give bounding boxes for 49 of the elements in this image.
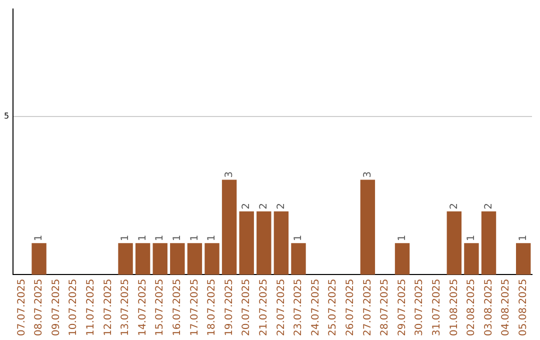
x-tick-label: 01.08.2025 [448,278,460,336]
data-label: 2 [241,203,252,210]
x-tick-label: 10.07.2025 [68,278,80,336]
x-tick-label: 22.07.2025 [276,278,287,336]
x-tick-label: 12.07.2025 [102,278,114,336]
x-tick-label: 17.07.2025 [189,278,200,336]
data-label: 1 [154,234,166,242]
x-tick-label: 04.08.2025 [500,278,512,336]
x-tick-label: 20.07.2025 [241,278,252,336]
x-tick-label: 24.07.2025 [310,278,322,336]
x-tick-label: 25.07.2025 [328,278,339,336]
data-label: 1 [293,234,304,242]
x-tick-label: 14.07.2025 [137,278,148,336]
x-tick-label: 02.08.2025 [466,278,478,336]
data-label: 1 [137,234,148,242]
x-tick-label: 19.07.2025 [224,278,235,336]
x-tick-label: 13.07.2025 [120,278,132,336]
x-tick-label: 18.07.2025 [206,278,218,336]
data-label: 1 [466,234,478,242]
data-label: 1 [34,234,45,242]
data-label: 2 [258,203,270,210]
x-tick-label: 08.07.2025 [34,278,45,336]
x-tick-label: 09.07.2025 [50,278,62,336]
data-label: 1 [396,234,408,242]
data-label: 1 [172,234,184,242]
x-tick-label: 27.07.2025 [362,278,374,336]
y-tick-label: 5 [4,112,10,121]
x-tick-label: 28.07.2025 [380,278,391,336]
x-tick-label: 11.07.2025 [86,278,97,336]
data-label: 1 [120,234,132,242]
x-tick-label: 15.07.2025 [154,278,166,336]
data-label: 3 [362,171,374,178]
x-tick-label: 05.08.2025 [518,278,529,336]
x-tick-label: 07.07.2025 [16,278,28,336]
data-label: 2 [483,203,494,210]
x-tick-label: 21.07.2025 [258,278,270,336]
data-label: 3 [224,171,235,178]
x-tick-label: 03.08.2025 [483,278,494,336]
data-label: 2 [448,203,460,210]
data-label: 2 [276,203,287,210]
x-tick-label: 29.07.2025 [396,278,408,336]
x-tick-label: 26.07.2025 [344,278,356,336]
x-tick-label: 31.07.2025 [431,278,442,336]
data-label: 1 [206,234,218,242]
data-label: 1 [189,234,200,242]
x-tick-label: 16.07.2025 [172,278,184,336]
data-label: 1 [518,234,529,242]
x-tick-label: 30.07.2025 [414,278,426,336]
x-tick-label: 23.07.2025 [293,278,304,336]
